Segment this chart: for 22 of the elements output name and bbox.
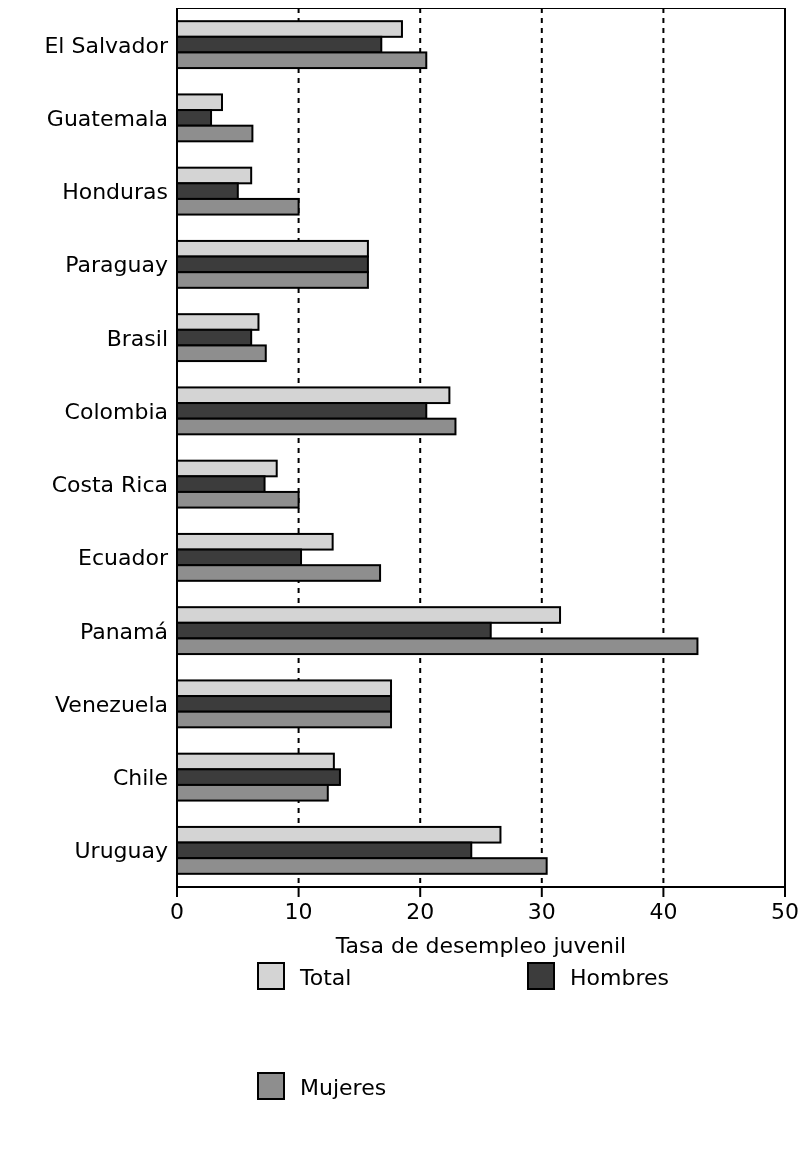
- y-tick-label: Chile: [112, 765, 168, 791]
- x-tick-label: 20: [406, 899, 435, 924]
- x-tick-label: 0: [170, 899, 184, 924]
- y-tick-label: El Salvador: [44, 32, 169, 58]
- y-tick-label: Venezuela: [55, 691, 168, 717]
- y-tick-label: Uruguay: [74, 838, 168, 864]
- y-tick-label: Ecuador: [78, 545, 169, 571]
- x-tick-label: 50: [771, 899, 799, 924]
- x-tick-label: 30: [527, 899, 556, 924]
- x-tick-label: 10: [284, 899, 313, 924]
- y-tick-label: Costa Rica: [51, 472, 168, 498]
- legend-label: Mujeres: [300, 1075, 387, 1100]
- y-tick-label: Honduras: [62, 179, 168, 205]
- legend-label: Hombres: [570, 965, 669, 990]
- x-tick-label: 40: [649, 899, 678, 924]
- y-tick-label: Paraguay: [65, 252, 168, 278]
- y-tick-label: Brasil: [106, 325, 168, 351]
- y-tick-label: Panamá: [79, 618, 168, 644]
- y-tick-label: Guatemala: [46, 105, 168, 131]
- y-tick-label: Colombia: [64, 398, 168, 424]
- x-axis-title: Tasa de desempleo juvenil: [334, 933, 627, 958]
- legend-label: Total: [299, 965, 352, 990]
